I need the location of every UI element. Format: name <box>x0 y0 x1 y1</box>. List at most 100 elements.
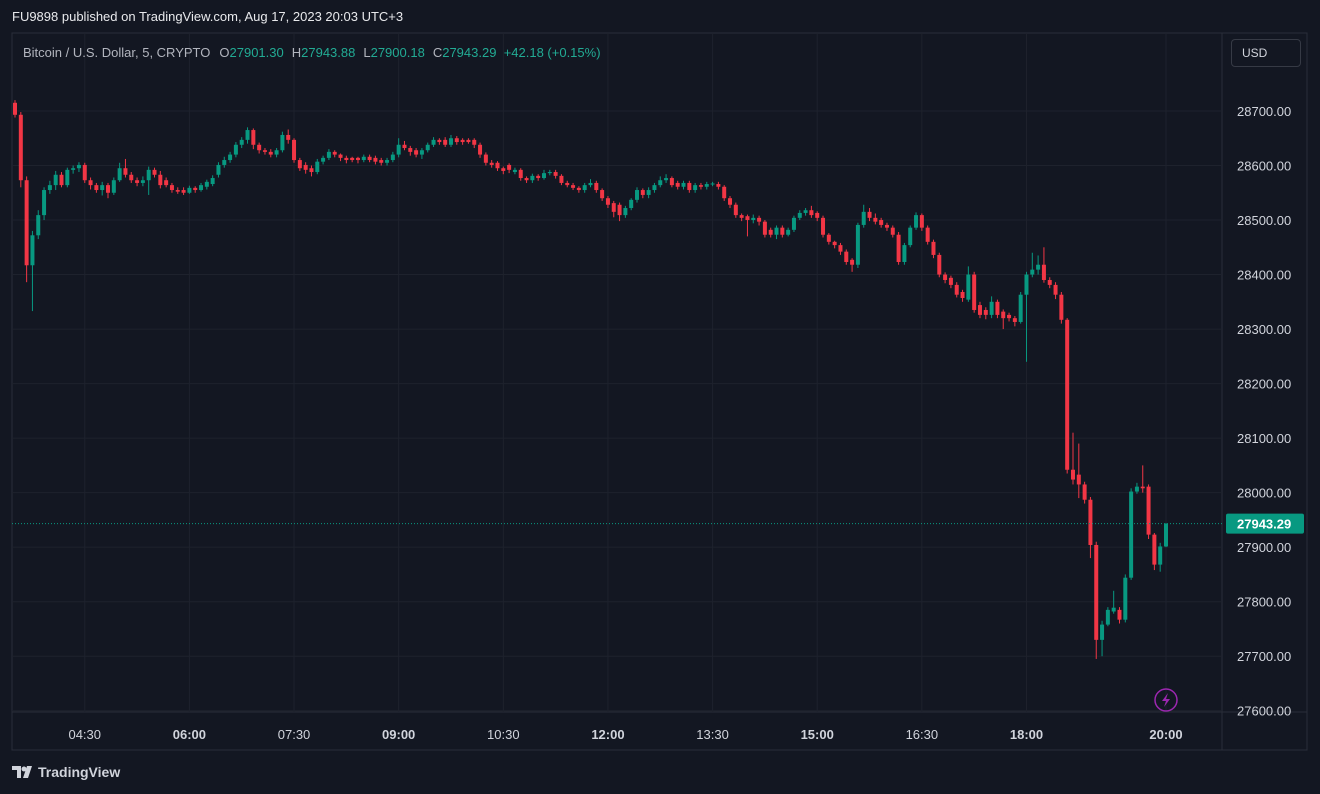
candle-body <box>367 156 372 161</box>
candle-body <box>1059 294 1064 320</box>
candle-body <box>1164 523 1168 547</box>
candle-body <box>71 168 76 170</box>
candle-body <box>629 199 634 209</box>
candle-body <box>36 215 41 236</box>
candle-body <box>704 184 709 187</box>
x-tick-label: 10:30 <box>487 727 520 742</box>
candle-body <box>879 220 884 225</box>
candle-body <box>693 185 698 191</box>
candle-body <box>42 190 47 216</box>
ohlc-value: 27943.29 <box>442 45 497 60</box>
candle-body <box>780 227 785 235</box>
candle-body <box>228 154 233 161</box>
x-tick-label: 20:00 <box>1149 727 1182 742</box>
candle-body <box>187 187 192 193</box>
candle-body <box>762 221 767 235</box>
candle-body <box>966 274 971 300</box>
y-tick-label: 27700.00 <box>1237 649 1291 664</box>
candle-body <box>890 227 895 235</box>
ohlc-key: C <box>432 45 443 60</box>
candle-body <box>1053 284 1058 295</box>
candle-body <box>658 180 663 186</box>
candle-body <box>640 190 645 195</box>
candle-body <box>1152 534 1157 565</box>
candle-body <box>646 190 651 195</box>
symbol-legend: Bitcoin / U.S. Dollar, 5, CRYPTO O27901.3… <box>23 45 601 60</box>
x-tick-label: 16:30 <box>906 727 939 742</box>
candle-body <box>908 227 913 246</box>
candle-body <box>30 235 35 266</box>
candle-body <box>652 185 657 191</box>
candle-body <box>739 215 744 218</box>
candle-body <box>233 144 238 155</box>
candle-body <box>181 190 186 193</box>
candle-body <box>530 175 535 181</box>
candle-body <box>210 178 215 185</box>
candle-body <box>977 305 982 315</box>
candle-body <box>268 151 273 155</box>
y-tick-label: 28600.00 <box>1237 158 1291 173</box>
y-tick-label: 28700.00 <box>1237 104 1291 119</box>
x-tick-label: 18:00 <box>1010 727 1043 742</box>
candle-body <box>733 204 738 216</box>
candle-body <box>193 187 198 191</box>
candles <box>12 100 1222 659</box>
candle-body <box>18 114 23 181</box>
candle-body <box>106 185 111 193</box>
candle-body <box>571 185 576 188</box>
candle-body <box>59 174 64 186</box>
candle-body <box>1134 486 1139 492</box>
candle-body <box>745 216 750 221</box>
candle-body <box>507 164 512 170</box>
candle-body <box>321 157 326 162</box>
candle-body <box>222 160 227 165</box>
candle-body <box>53 174 58 186</box>
candle-body <box>466 139 471 143</box>
candle-body <box>47 185 52 191</box>
candle-body <box>199 185 204 191</box>
candle-body <box>821 217 826 235</box>
candle-body <box>419 150 424 155</box>
alert-icon[interactable] <box>1154 688 1178 712</box>
y-tick-label: 28300.00 <box>1237 322 1291 337</box>
candle-body <box>361 156 366 161</box>
candle-body <box>239 139 244 145</box>
candle-body <box>396 144 401 155</box>
candle-body <box>716 184 721 187</box>
candle-body <box>669 178 674 186</box>
candle-body <box>414 150 419 155</box>
candle-body <box>896 234 901 263</box>
candle-body <box>1158 546 1163 565</box>
candle-body <box>315 161 320 173</box>
candle-body <box>280 134 285 151</box>
candle-body <box>681 182 686 187</box>
candle-body <box>1100 624 1105 640</box>
candle-body <box>751 217 756 221</box>
candle-body <box>175 190 180 192</box>
candle-body <box>146 169 151 181</box>
candle-body <box>1007 314 1012 319</box>
ohlc-value: 27901.30 <box>229 45 284 60</box>
candle-body <box>24 180 29 266</box>
candle-body <box>1105 609 1110 625</box>
ohlc-key: L <box>363 45 371 60</box>
candle-body <box>931 241 936 255</box>
candle-body <box>547 172 552 174</box>
candle-body <box>611 203 616 212</box>
currency-button[interactable]: USD <box>1231 39 1301 67</box>
candle-body <box>687 182 692 191</box>
candle-body <box>1088 499 1093 545</box>
ohlc-value: 27900.18 <box>370 45 425 60</box>
candle-body <box>478 144 483 155</box>
y-tick-label: 28200.00 <box>1237 377 1291 392</box>
candle-body <box>483 154 488 163</box>
candle-body <box>1065 319 1070 470</box>
candle-body <box>553 172 558 176</box>
candle-body <box>13 102 17 115</box>
candle-body <box>582 185 587 191</box>
y-tick-label: 28400.00 <box>1237 268 1291 283</box>
candle-body <box>844 251 849 263</box>
candle-body <box>757 217 762 222</box>
candle-body <box>1082 484 1087 500</box>
x-tick-label: 04:30 <box>68 727 101 742</box>
